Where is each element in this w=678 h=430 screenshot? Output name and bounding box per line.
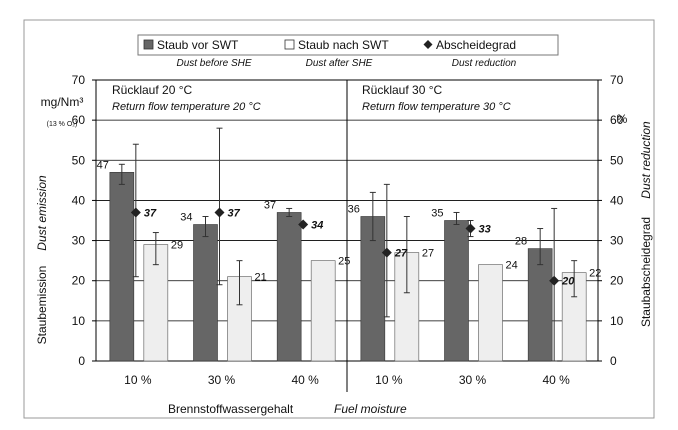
legend-after-label: Staub nach SWT	[298, 38, 389, 52]
panel-1-0-reduction-point	[130, 207, 141, 218]
panel-1-2-after-bar	[310, 260, 336, 362]
panel-1-title-de: Rücklauf 20 °C	[112, 83, 193, 97]
right-tick-label: 50	[610, 153, 624, 167]
panel-1-1-before-bar	[193, 224, 218, 362]
right-tick-label: 20	[610, 274, 624, 288]
panel-1-2-reduction-value: 34	[311, 220, 323, 232]
right-axis-unit: %	[617, 112, 628, 126]
panel-1-2-before-bar	[276, 212, 302, 362]
left-tick-label: 50	[72, 153, 86, 167]
x-tick-label: 40 %	[291, 373, 319, 387]
right-tick-label: 30	[610, 234, 624, 248]
legend-box	[137, 34, 559, 56]
left-axis-title-de: Staubemission	[35, 266, 49, 345]
right-tick-label: 70	[610, 73, 624, 87]
panel-2-0-reduction-point	[381, 247, 392, 258]
right-tick-label: 40	[610, 193, 624, 207]
legend-after-sublabel: Dust after SHE	[306, 58, 373, 69]
legend-before-label: Staub vor SWT	[157, 38, 239, 52]
panel-2-1-before-value: 35	[431, 208, 443, 220]
panel-2-1-before-bar	[444, 220, 469, 362]
panel-1-0-before-value: 47	[97, 159, 109, 171]
left-tick-label: 20	[72, 274, 86, 288]
panel-2-title-en: Return flow temperature 30 °C	[362, 101, 511, 113]
x-tick-label: 30 %	[459, 373, 487, 387]
panel-2-0-after-value: 27	[422, 248, 434, 260]
legend-after-swatch	[284, 39, 295, 50]
right-axis-title-de: Staubabscheidegrad	[639, 217, 653, 327]
x-tick-label: 30 %	[208, 373, 236, 387]
panel-2-1-after-value: 24	[506, 260, 518, 272]
x-tick-label: 10 %	[375, 373, 403, 387]
panel-1-2-before-value: 37	[264, 199, 276, 211]
panel-2-1-reduction-value: 33	[479, 224, 491, 236]
panel-2-1-reduction-point	[465, 223, 476, 234]
panel-2-2-before-bar	[527, 248, 553, 362]
x-tick-label: 40 %	[542, 373, 570, 387]
panel-2-2-reduction-value: 20	[561, 276, 575, 288]
panel-2-2-before-value: 28	[515, 236, 527, 248]
panel-1-2-after-value: 25	[338, 256, 350, 268]
legend-reduction-label: Abscheidegrad	[436, 38, 516, 52]
panel-1-1-before-value: 34	[180, 212, 192, 224]
panel-2-0-reduction-value: 27	[394, 248, 408, 260]
panel-1-2-reduction-point	[298, 219, 309, 230]
left-tick-label: 30	[72, 234, 86, 248]
panel-2-0-before-value: 36	[348, 203, 360, 215]
panel-2-title-de: Rücklauf 30 °C	[362, 83, 443, 97]
left-tick-label: 0	[78, 354, 85, 368]
plot-area: 0 10 20 30 40 50 60 70 0 10 20 30 40 50 60 70 10 % 47 29 37…	[72, 73, 624, 392]
left-tick-label: 70	[72, 73, 86, 87]
panel-1-1-reduction-value: 37	[228, 207, 241, 219]
right-tick-label: 10	[610, 314, 624, 328]
panel-1-0-after-value: 29	[171, 240, 183, 252]
left-axis-unit: mg/Nm³	[41, 95, 84, 109]
right-tick-label: 0	[610, 354, 617, 368]
left-tick-label: 60	[72, 113, 86, 127]
right-axis-title-en: Dust reduction	[639, 121, 653, 199]
x-axis-title-de: Brennstoffwassergehalt	[168, 402, 294, 416]
legend: Staub vor SWT Staub nach SWT Abscheidegr…	[137, 34, 559, 69]
panel-2-1-after-bar	[478, 264, 503, 362]
left-tick-label: 40	[72, 193, 86, 207]
left-axis-title-en: Dust emission	[35, 175, 49, 251]
panel-1-1-reduction-point	[214, 207, 225, 218]
panel-2-2-after-value: 22	[589, 268, 601, 280]
panel-1-0-reduction-value: 37	[144, 207, 157, 219]
left-tick-label: 10	[72, 314, 86, 328]
legend-reduction-sublabel: Dust reduction	[452, 58, 517, 69]
right-tick-label: 60	[610, 113, 624, 127]
panel-1-title-en: Return flow temperature 20 °C	[112, 101, 261, 113]
panel-1-0-before-bar	[109, 172, 135, 362]
legend-before-sublabel: Dust before SHE	[176, 58, 251, 69]
left-axis-unit-note: (13 % O₂)	[47, 121, 78, 128]
x-axis-title-en: Fuel moisture	[334, 402, 407, 416]
panel-2-2-reduction-point	[549, 275, 560, 286]
panel-1-1-after-value: 21	[255, 272, 267, 284]
legend-reduction-marker	[423, 40, 433, 49]
legend-before-swatch	[143, 39, 154, 50]
x-tick-label: 10 %	[124, 373, 152, 387]
